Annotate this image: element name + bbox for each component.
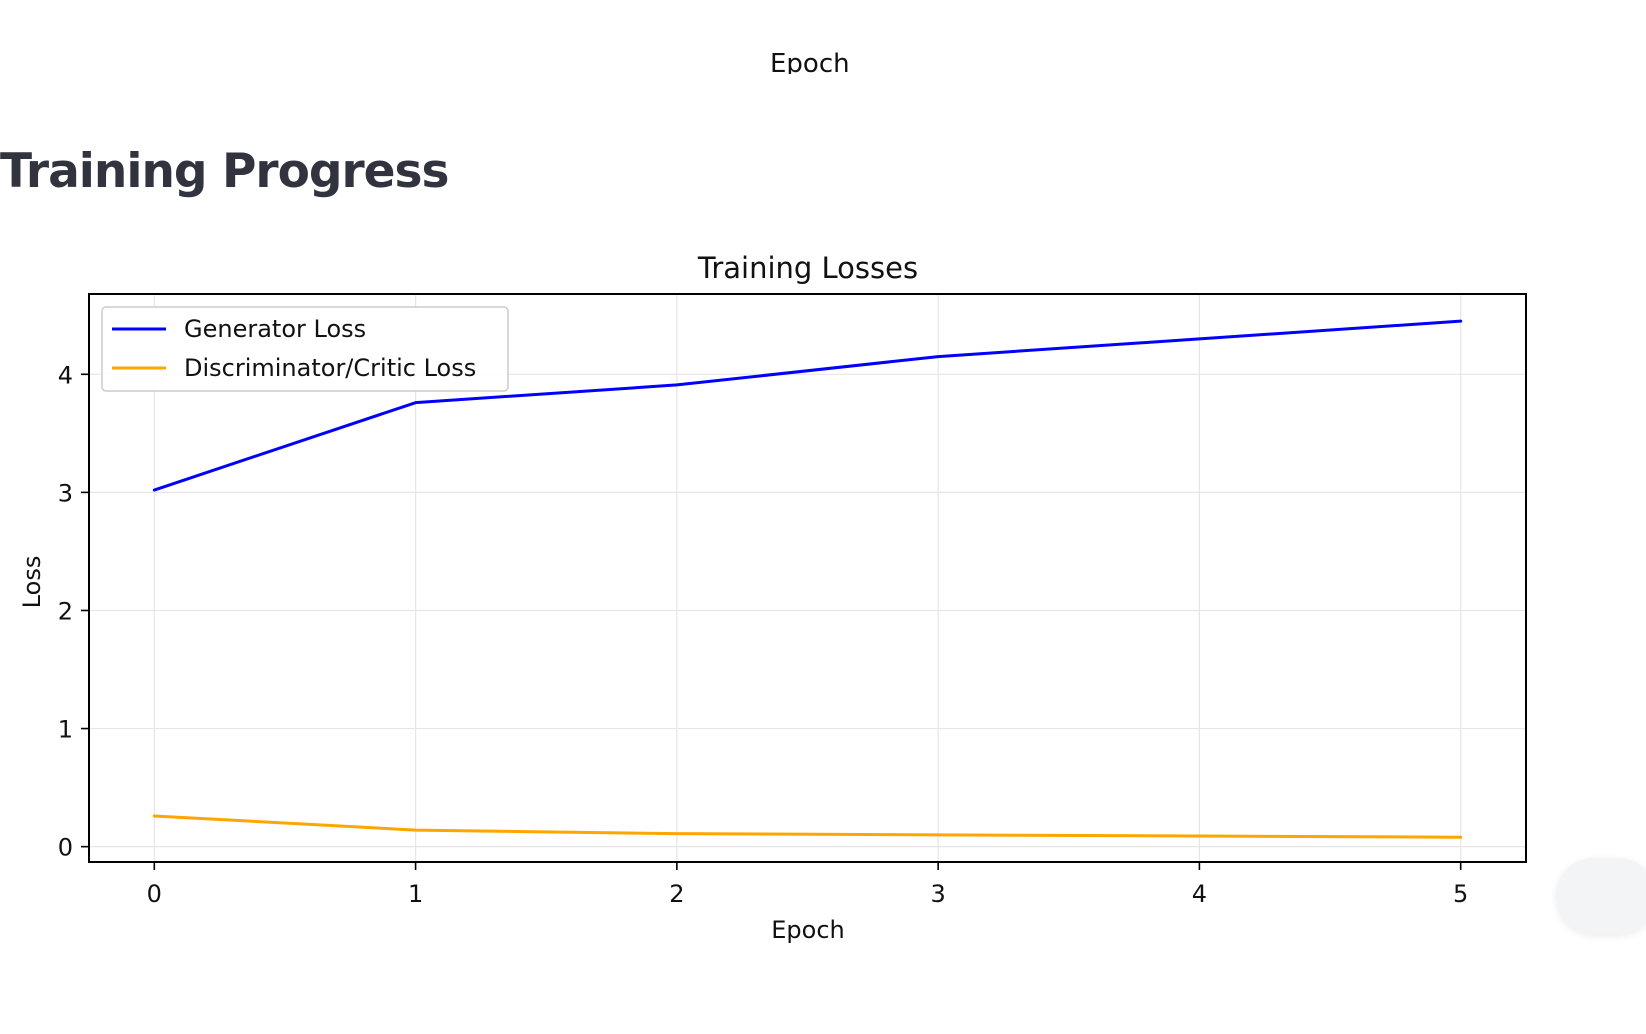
series-layer [152,319,1463,839]
y-tick-label: 1 [58,716,73,744]
previous-chart-xlabel: Epoch [770,46,850,74]
previous-chart-xlabel-text: Epoch [770,49,850,74]
page-title: Training Progress [0,144,450,199]
x-tick-label: 3 [930,880,945,908]
y-axis-label: Loss [18,556,46,609]
x-tick-label: 0 [147,880,162,908]
x-tick-label: 4 [1192,880,1207,908]
tick-layer: 0 1 2 3 4 5 0 1 2 3 4 [58,361,1469,908]
legend-label-discriminator: Discriminator/Critic Loss [184,354,476,382]
y-tick-label: 3 [58,479,73,507]
generator-loss-line [152,319,1463,492]
x-axis-label: Epoch [771,916,845,944]
chart-svg: Training Losses 0 1 2 3 4 5 0 1 2 3 4 Epoch Loss G… [18,251,1527,944]
x-tick-label: 1 [408,880,423,908]
y-tick-label: 0 [58,834,73,862]
legend-box [101,306,509,392]
y-tick-label: 2 [58,597,73,625]
scroll-handle[interactable] [1556,858,1646,934]
plot-frame [88,293,1527,863]
y-tick-label: 4 [58,361,73,389]
legend-label-generator: Generator Loss [184,315,366,343]
training-losses-chart: Training Losses 0 1 2 3 4 5 0 1 2 3 4 Epoch Loss G… [0,240,1646,960]
x-tick-label: 2 [669,880,684,908]
discriminator-loss-line [152,814,1463,839]
chart-title: Training Losses [697,251,918,285]
legend: Generator Loss Discriminator/Critic Loss [101,306,509,392]
x-tick-label: 5 [1453,880,1468,908]
